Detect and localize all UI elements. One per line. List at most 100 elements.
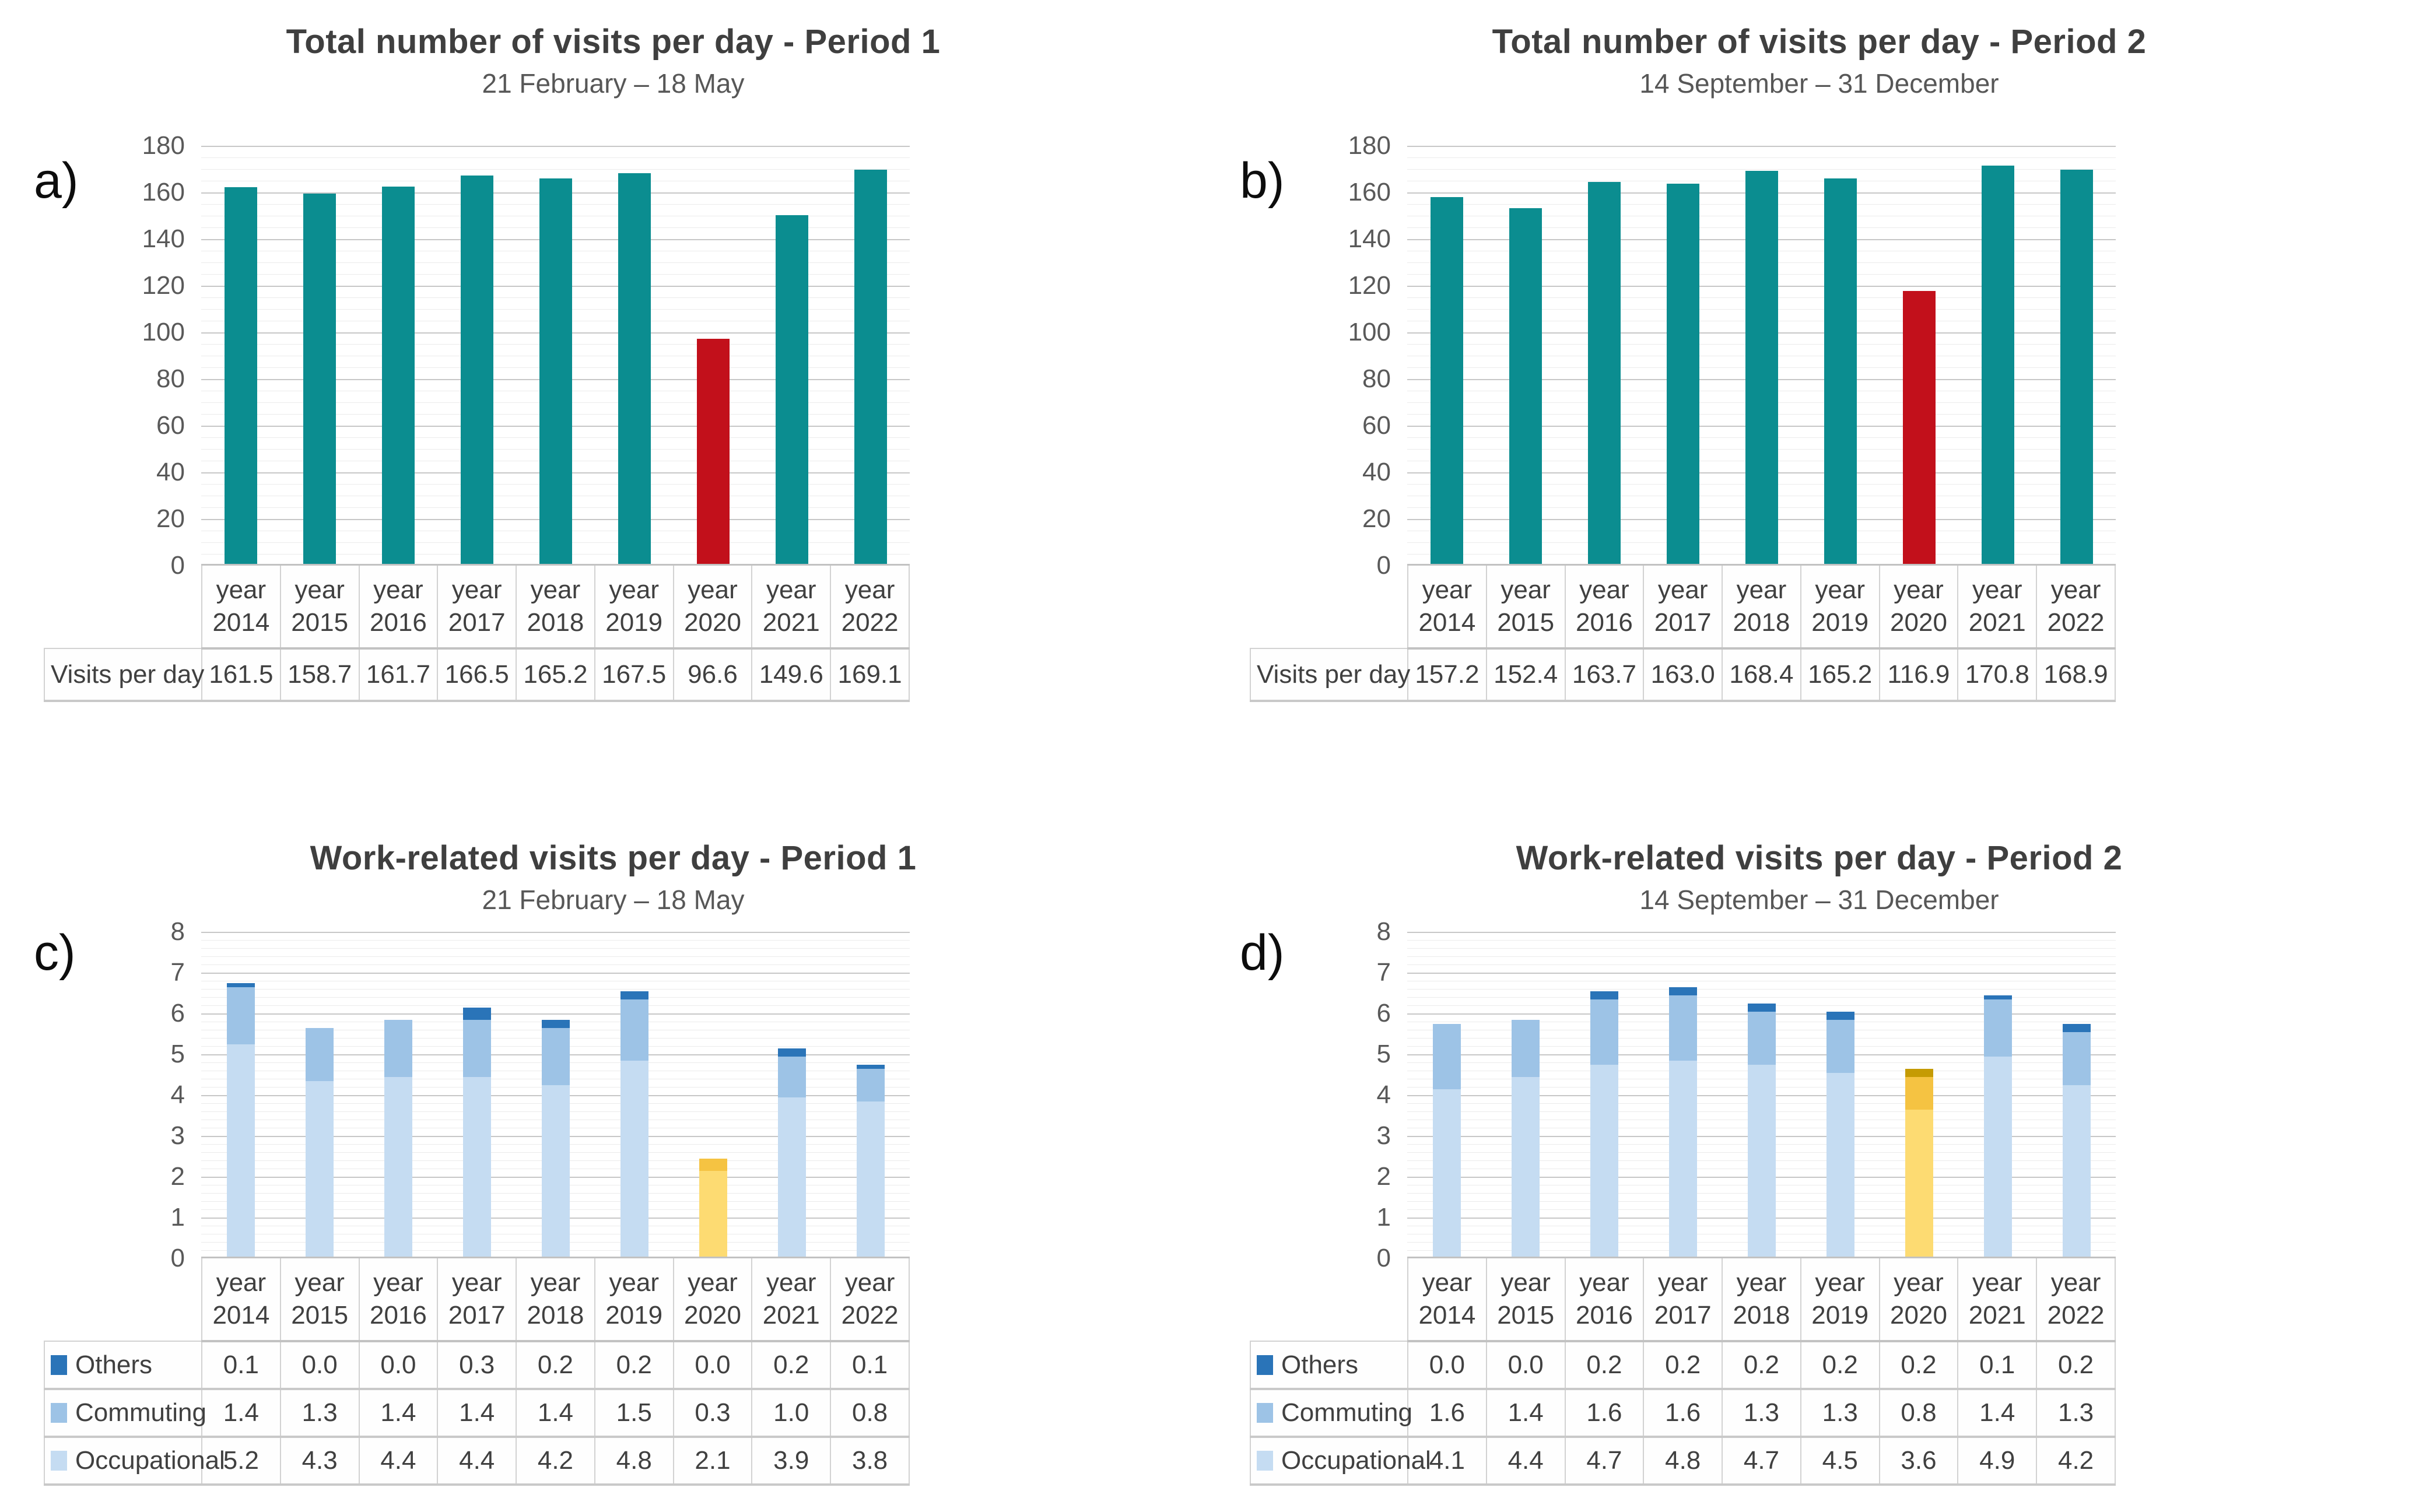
bar-segment-others [1668,987,1697,995]
value-cell: 0.3 [672,1388,753,1438]
value-cell: 0.2 [1643,1341,1723,1390]
bar-column-year-2019 [1801,932,1880,1257]
value-cell: 170.8 [1957,648,2038,702]
data-table: year 2014 year 2015 year 2016 year 2017 year… [44,566,910,702]
bar-segment-others [620,991,648,999]
bar-column-year-2021 [752,932,831,1257]
bar-column-year-2014 [201,932,280,1257]
value-cell: 0.3 [437,1341,517,1390]
value-cell: 1.6 [1643,1388,1723,1438]
y-axis-tick: 3 [1376,1121,1391,1150]
value-cell: 0.1 [1957,1341,2038,1390]
y-axis-tick: 3 [170,1121,185,1150]
row-label: Occupational [75,1446,225,1475]
chart-main: 180 160 140 120 100 80 60 40 20 0 year 2014 year 2… [44,131,910,702]
stacked-bar-year-2021 [777,1048,806,1257]
bar-segment-commuting [1432,1024,1461,1089]
value-cell: 0.0 [358,1341,439,1390]
value-cell: 3.9 [751,1436,832,1486]
value-cell: 4.1 [1407,1436,1487,1486]
bar-column-year-2022 [831,932,910,1257]
bar-segment-commuting [1511,1020,1540,1077]
chart-main: 180 160 140 120 100 80 60 40 20 0 year 2014 year 2… [1250,131,2116,702]
value-cell: 0.0 [672,1341,753,1390]
value-cell: 165.2 [1800,648,1880,702]
bar-segment-commuting [1747,1012,1776,1065]
value-cell: 163.7 [1564,648,1645,702]
y-axis-tick: 4 [170,1080,185,1109]
y-axis-tick: 1 [1376,1203,1391,1232]
bar-column-year-2017 [437,932,516,1257]
category-header: year 2016 [1564,566,1645,650]
bar-year-2018 [1745,171,1778,564]
value-cell: 1.3 [279,1388,360,1438]
category-header: year 2019 [594,1258,674,1342]
row-header-others: Others [1250,1341,1408,1390]
bar-segment-occupational [2062,1085,2091,1257]
y-axis-tick: 5 [170,1040,185,1068]
y-axis-tick: 8 [1376,917,1391,946]
value-cell: 168.4 [1722,648,1801,702]
y-axis-tick: 120 [1348,271,1391,300]
bar-segment-commuting [777,1057,806,1097]
value-cell: 4.4 [358,1436,439,1486]
data-table-with-legend: year 2014 year 2015 year 2016 year 2017 year… [44,1258,910,1486]
plot-row: 8 7 6 5 4 3 2 1 0 [1250,917,2116,1272]
category-header-row: year 2014 year 2015 year 2016 year 2017 year… [1250,1258,2116,1342]
bar-year-2016 [381,187,415,564]
value-cell: 1.4 [516,1388,595,1438]
category-header: year 2015 [279,566,360,650]
table-row-visits-per-day: Visits per day 157.2 152.4 163.7 163.0 168.4 1… [1250,648,2116,702]
stacked-bar-year-2022 [2062,1024,2091,1257]
table-row-commuting: Commuting 1.4 1.3 1.4 1.4 1.4 1.5 0.3 1.0 0.8 [44,1388,910,1438]
stacked-bar-year-2015 [305,1028,334,1257]
category-header: year 2018 [1722,1258,1801,1342]
category-header: year 2015 [1485,566,1566,650]
stacked-bar-year-2020 [1905,1069,1933,1257]
bar-segment-occupational [620,1061,648,1257]
bar-column-year-2021 [752,146,831,564]
bar-column-year-2016 [1565,932,1643,1257]
bar-year-2014 [1430,197,1463,564]
category-header: year 2018 [516,1258,595,1342]
value-cell: 165.2 [516,648,595,702]
bar-column-year-2018 [516,146,595,564]
category-header: year 2022 [830,566,910,650]
y-axis-tick: 180 [142,131,185,160]
value-cell: 0.0 [1485,1341,1566,1390]
data-table-with-legend: year 2014 year 2015 year 2016 year 2017 year… [1250,1258,2116,1486]
bar-column-year-2015 [280,146,359,564]
panel-label-c: c) [34,925,76,981]
value-cell: 0.2 [2036,1341,2116,1390]
category-header: year 2017 [1643,1258,1723,1342]
chart-title: Work-related visits per day - Period 1 [310,839,917,877]
bar-segment-others [1905,1069,1933,1077]
category-header: year 2019 [1800,1258,1880,1342]
bar-segment-others [856,1065,885,1069]
bar-segment-occupational [462,1077,491,1257]
value-cell: 4.8 [1643,1436,1723,1486]
bar-segment-occupational [1747,1065,1776,1257]
stacked-bar-year-2014 [226,983,255,1257]
bar-column-year-2020 [674,146,752,564]
value-cell: 169.1 [830,648,910,702]
bar-segment-occupational [1826,1073,1854,1257]
value-cell: 1.6 [1564,1388,1645,1438]
y-axis-tick: 7 [1376,958,1391,987]
value-cell: 161.5 [201,648,281,702]
category-header: year 2021 [1957,1258,2038,1342]
bar-segment-others [1983,995,2012,999]
bar-segment-commuting [1905,1077,1933,1110]
bar-column-year-2022 [831,146,910,564]
value-cell: 0.0 [1407,1341,1487,1390]
value-cell: 0.1 [830,1341,910,1390]
bar-column-year-2022 [2037,146,2116,564]
bar-segment-others [777,1048,806,1057]
value-cell: 4.2 [2036,1436,2116,1486]
chart-subtitle: 21 February – 18 May [482,885,745,915]
plot-area [201,146,910,566]
category-header: year 2016 [358,1258,439,1342]
bar-column-year-2019 [1801,146,1880,564]
stacked-bar-year-2016 [1590,991,1618,1257]
bar-segment-commuting [462,1020,491,1077]
